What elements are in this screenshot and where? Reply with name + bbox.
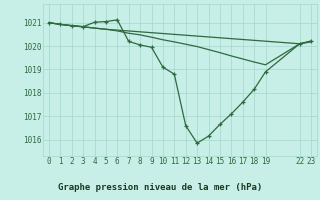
Text: Graphe pression niveau de la mer (hPa): Graphe pression niveau de la mer (hPa) xyxy=(58,183,262,192)
